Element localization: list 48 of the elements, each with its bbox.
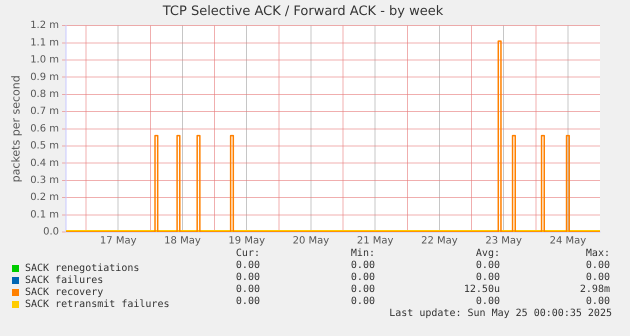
y-tick-label: 1.1 m <box>30 37 60 48</box>
x-tick-label: 23 May <box>485 236 522 247</box>
y-tick-label: 0.9 m <box>30 72 60 83</box>
y-tick-label: 0.3 m <box>30 174 60 186</box>
x-tick-label: 22 May <box>421 236 458 247</box>
y-tick-label: 0.7 m <box>30 106 60 118</box>
x-tick-label: 20 May <box>292 236 330 247</box>
text: Cur: <box>236 248 260 259</box>
y-tick-label: 1.0 m <box>30 54 60 66</box>
text: 2.98m <box>580 284 610 295</box>
text: Last update: Sun May 25 00:00:35 2025 <box>389 308 612 319</box>
y-tick-label: 0.4 m <box>30 158 60 169</box>
text: Max: <box>586 248 610 259</box>
y-tick-label: 1.2 m <box>30 20 60 32</box>
chart-title: TCP Selective ACK / Forward ACK - by week <box>162 4 444 20</box>
text: 0.00 <box>586 272 610 283</box>
y-tick-label: 0.6 m <box>30 123 60 134</box>
legend-label: SACK failures <box>25 275 104 286</box>
text: 0.00 <box>586 260 610 271</box>
legend-label: SACK retransmit failures <box>25 299 170 310</box>
y-tick-label: 0.0 <box>43 226 60 238</box>
legend-label: SACK renegotiations <box>25 263 140 274</box>
text: 0.00 <box>350 260 375 271</box>
y-tick-label: 0.1 m <box>30 209 60 220</box>
text: Avg: <box>476 248 500 259</box>
x-tick-label: 18 May <box>164 236 201 247</box>
text: 0.00 <box>236 284 260 295</box>
x-tick-label: 21 May <box>356 236 394 247</box>
y-tick-label: 0.2 m <box>30 192 60 204</box>
text: 0.00 <box>350 272 375 283</box>
text: 0.00 <box>586 296 610 307</box>
text: 0.00 <box>350 296 375 307</box>
text: 0.00 <box>350 284 375 295</box>
text: Min: <box>350 248 375 259</box>
x-tick-label: 19 May <box>228 236 266 247</box>
y-axis-title: packets per second <box>9 75 22 182</box>
text: 0.00 <box>236 260 260 271</box>
y-tick-label: 0.8 m <box>30 88 60 100</box>
x-tick-label: 17 May <box>100 236 137 247</box>
text: 0.00 <box>476 296 500 307</box>
legend-label: SACK recovery <box>25 287 104 298</box>
text: 0.00 <box>236 272 260 283</box>
text: 0.00 <box>476 260 500 271</box>
x-tick-label: 24 May <box>550 236 586 247</box>
text: 12.50u <box>464 284 500 295</box>
text: 0.00 <box>476 272 500 283</box>
y-tick-label: 0.5 m <box>30 140 60 152</box>
text: 0.00 <box>236 296 260 307</box>
